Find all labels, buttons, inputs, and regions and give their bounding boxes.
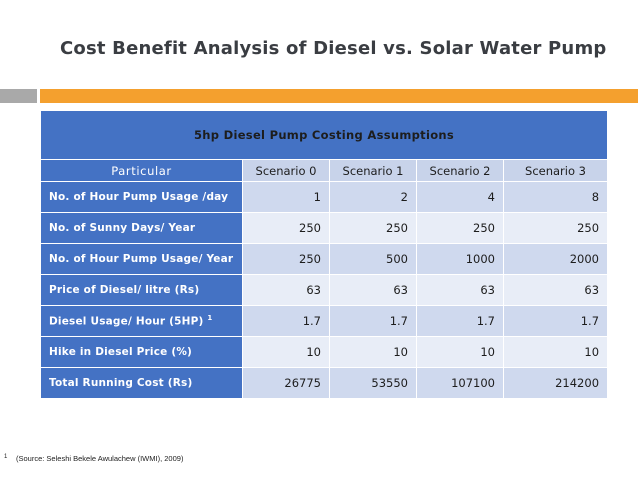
- cell-scenario-1: 2: [329, 181, 417, 213]
- cell-scenario-3: 8: [502, 181, 609, 213]
- cell-scenario-3: 214200: [502, 367, 609, 399]
- costing-table: 5hp Diesel Pump Costing Assumptions Part…: [39, 110, 609, 399]
- cell-scenario-0: 1.7: [242, 305, 330, 337]
- table-row: Hike in Diesel Price (%) 10 10 10 10: [40, 336, 609, 368]
- column-header-scenario-0: Scenario 0: [242, 159, 330, 182]
- gray-accent-bar: [0, 89, 37, 103]
- row-label: No. of Hour Pump Usage/ Year: [40, 243, 243, 275]
- row-label-text: Total Running Cost (Rs): [49, 377, 193, 389]
- table-row: No. of Hour Pump Usage/ Year 250 500 1000 20…: [40, 243, 609, 275]
- table-header-row: Particular Scenario 0 Scenario 1 Scenari…: [40, 159, 609, 182]
- cell-scenario-3: 250: [502, 212, 609, 244]
- table-title: 5hp Diesel Pump Costing Assumptions: [39, 110, 609, 160]
- table-row: Total Running Cost (Rs) 26775 53550 107100 2…: [40, 367, 609, 399]
- row-label: No. of Sunny Days/ Year: [40, 212, 243, 244]
- table-row: Price of Diesel/ litre (Rs) 63 63 63 63: [40, 274, 609, 306]
- row-label: Hike in Diesel Price (%): [40, 336, 243, 368]
- cell-scenario-0: 26775: [242, 367, 330, 399]
- slide-title: Cost Benefit Analysis of Diesel vs. Sola…: [60, 38, 607, 59]
- cell-scenario-0: 63: [242, 274, 330, 306]
- row-label-text: Diesel Usage/ Hour (5HP): [49, 315, 204, 328]
- cell-scenario-2: 250: [416, 212, 504, 244]
- table-title-row: 5hp Diesel Pump Costing Assumptions: [39, 110, 609, 160]
- cell-scenario-2: 10: [416, 336, 504, 368]
- cell-scenario-1: 1.7: [329, 305, 417, 337]
- footnote-mark: 1: [4, 454, 8, 460]
- column-header-scenario-3: Scenario 3: [502, 159, 609, 182]
- cell-scenario-2: 1000: [416, 243, 504, 275]
- cell-scenario-0: 1: [242, 181, 330, 213]
- row-label: Diesel Usage/ Hour (5HP) 1: [40, 305, 243, 337]
- cell-scenario-2: 4: [416, 181, 504, 213]
- cell-scenario-3: 2000: [502, 243, 609, 275]
- row-label-text: No. of Hour Pump Usage/ Year: [49, 253, 234, 265]
- cell-scenario-2: 1.7: [416, 305, 504, 337]
- cell-scenario-0: 250: [242, 243, 330, 275]
- cell-scenario-3: 1.7: [502, 305, 609, 337]
- cell-scenario-3: 10: [502, 336, 609, 368]
- cell-scenario-1: 500: [329, 243, 417, 275]
- column-header-scenario-1: Scenario 1: [329, 159, 417, 182]
- row-label-text: Hike in Diesel Price (%): [49, 346, 193, 358]
- orange-accent-bar: [40, 89, 638, 103]
- cell-scenario-3: 63: [502, 274, 609, 306]
- cell-scenario-0: 250: [242, 212, 330, 244]
- cell-scenario-1: 250: [329, 212, 417, 244]
- cell-scenario-2: 107100: [416, 367, 504, 399]
- row-label: No. of Hour Pump Usage /day: [40, 181, 243, 213]
- footnote-reference: 1: [207, 314, 213, 323]
- footnote-text: (Source: Seleshi Bekele Awulachew (IWMI)…: [16, 454, 184, 463]
- column-header-scenario-2: Scenario 2: [416, 159, 504, 182]
- table-row: Diesel Usage/ Hour (5HP) 1 1.7 1.7 1.7 1.7: [40, 305, 609, 337]
- source-footnote: 1 (Source: Seleshi Bekele Awulachew (IWMI…: [4, 454, 183, 463]
- table-row: No. of Sunny Days/ Year 250 250 250 250: [40, 212, 609, 244]
- row-label: Price of Diesel/ litre (Rs): [40, 274, 243, 306]
- cell-scenario-1: 63: [329, 274, 417, 306]
- row-label-text: Price of Diesel/ litre (Rs): [49, 284, 200, 296]
- row-label-text: No. of Hour Pump Usage /day: [49, 191, 229, 203]
- row-label-text: No. of Sunny Days/ Year: [49, 222, 196, 234]
- cell-scenario-0: 10: [242, 336, 330, 368]
- column-header-particular: Particular: [40, 159, 243, 182]
- cell-scenario-1: 53550: [329, 367, 417, 399]
- table-row: No. of Hour Pump Usage /day 1 2 4 8: [40, 181, 609, 213]
- cell-scenario-1: 10: [329, 336, 417, 368]
- row-label: Total Running Cost (Rs): [40, 367, 243, 399]
- cell-scenario-2: 63: [416, 274, 504, 306]
